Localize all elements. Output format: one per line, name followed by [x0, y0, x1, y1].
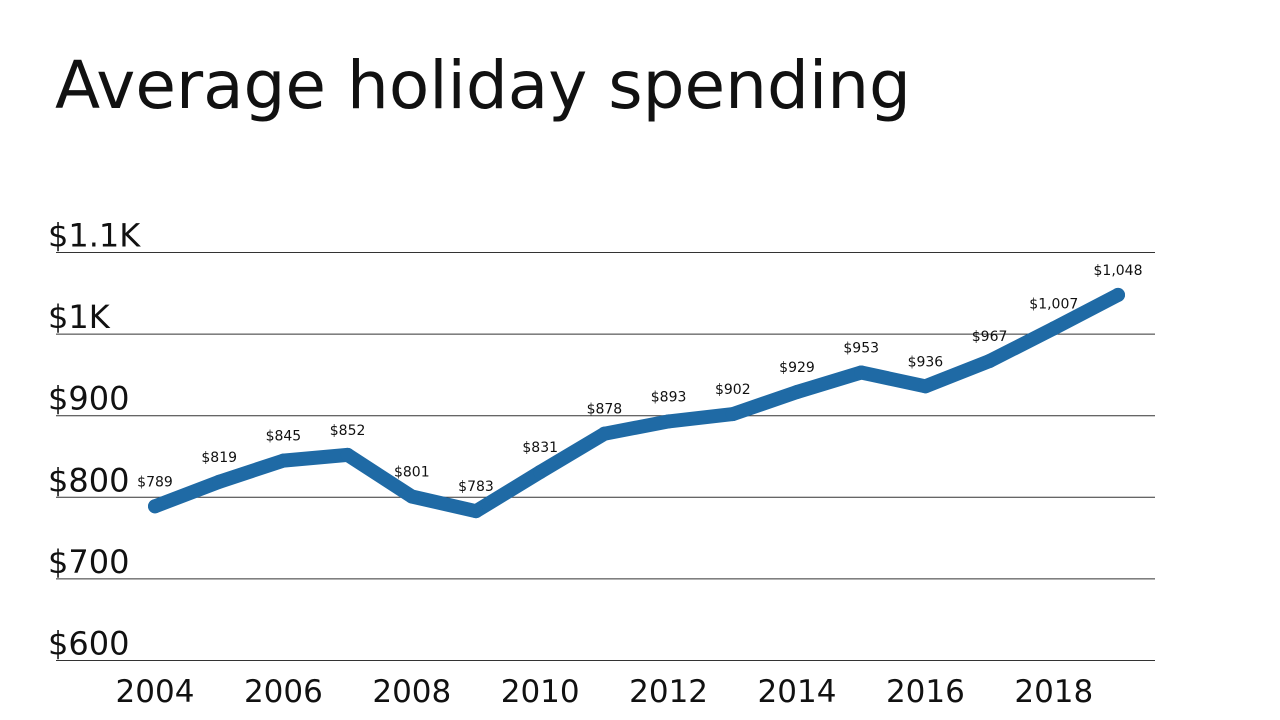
x-tick-label: 2018 — [1014, 674, 1093, 710]
data-point — [1111, 287, 1125, 302]
y-axis-tick-labels: $600 $700 $800 $900 $1K $1.1K — [48, 217, 141, 663]
x-tick-label: 2004 — [116, 674, 195, 710]
data-point — [148, 499, 162, 514]
data-label: $852 — [330, 423, 366, 439]
data-point — [790, 385, 804, 400]
data-labels: $789 $819 $845 $852 $801 $783 $831 $878 $893 $902… — [137, 263, 1142, 495]
grid-lines — [56, 252, 1155, 661]
data-label: $801 — [394, 464, 430, 480]
series-line-group — [148, 287, 1125, 519]
data-label: $1,048 — [1094, 263, 1143, 279]
data-label: $845 — [266, 429, 302, 445]
y-tick-label: $800 — [48, 461, 129, 499]
y-tick-label: $600 — [48, 625, 129, 663]
data-label: $819 — [201, 450, 237, 466]
y-tick-label: $1K — [48, 298, 111, 336]
data-point — [661, 414, 676, 429]
x-tick-label: 2016 — [886, 674, 965, 710]
x-tick-label: 2008 — [372, 674, 451, 710]
x-tick-label: 2014 — [758, 674, 837, 710]
data-point — [404, 489, 419, 504]
data-point — [854, 365, 869, 380]
y-tick-label: $700 — [48, 543, 129, 581]
data-point — [982, 354, 997, 369]
data-label: $893 — [651, 389, 687, 405]
series-line — [148, 287, 1125, 519]
data-label: $967 — [972, 329, 1008, 345]
data-label: $936 — [908, 354, 944, 370]
data-label: $789 — [137, 474, 173, 490]
data-point — [469, 504, 483, 519]
data-label: $902 — [715, 382, 751, 398]
data-point — [533, 465, 548, 480]
data-point — [340, 447, 355, 462]
data-label: $929 — [779, 360, 815, 376]
data-label: $831 — [522, 440, 558, 456]
data-point — [212, 474, 227, 489]
x-tick-label: 2012 — [629, 674, 708, 710]
data-label: $1,007 — [1029, 296, 1078, 312]
x-tick-label: 2006 — [244, 674, 323, 710]
data-label: $953 — [843, 340, 879, 356]
y-tick-label: $1.1K — [48, 217, 141, 255]
data-label: $878 — [587, 402, 623, 418]
data-point — [918, 379, 933, 394]
chart-title: Average holiday spending — [55, 47, 911, 124]
data-label: $783 — [458, 479, 494, 495]
data-point — [276, 453, 291, 468]
x-tick-label: 2010 — [501, 674, 580, 710]
data-point — [1046, 321, 1061, 336]
y-tick-label: $900 — [48, 380, 129, 418]
data-point — [725, 407, 740, 422]
x-axis-tick-labels: 2004 2006 2008 2010 2012 2014 2016 2018 — [116, 674, 1094, 710]
data-point — [597, 426, 612, 441]
